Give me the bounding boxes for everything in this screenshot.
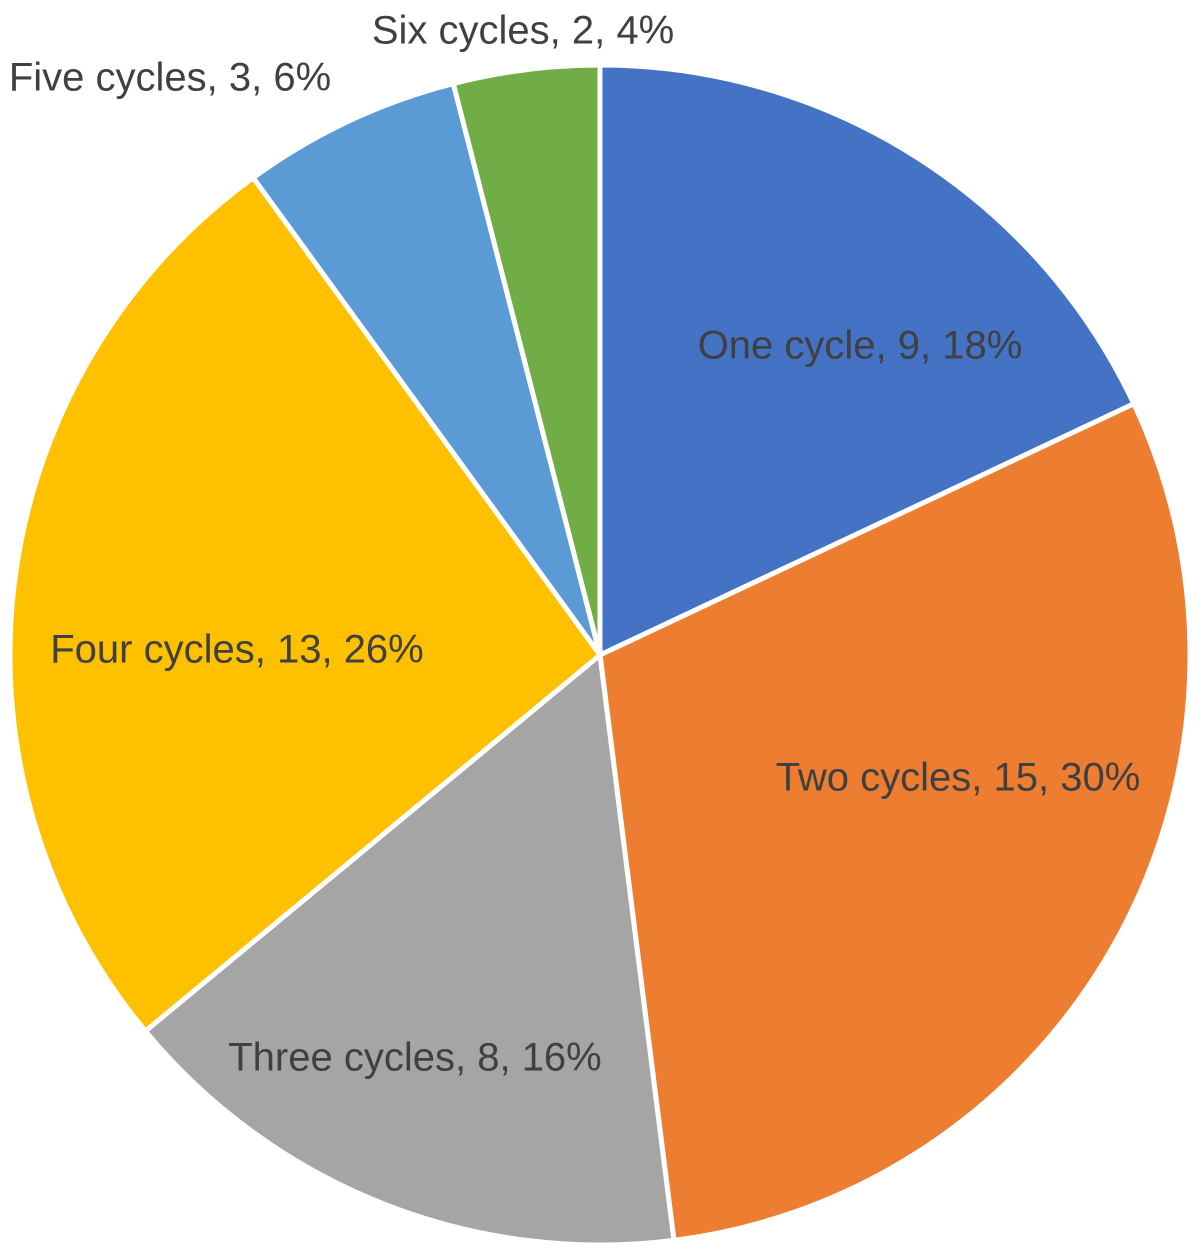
data-label-four-cycles: Four cycles, 13, 26% [50, 628, 424, 672]
pie-slice-three-cycles [142, 652, 677, 1248]
pie-slice-four-cycles [7, 175, 603, 1034]
data-label-two-cycles: Two cycles, 15, 30% [776, 756, 1141, 800]
data-label-five-cycles: Five cycles, 3, 6% [9, 56, 331, 100]
pie-slice-one-cycle [597, 62, 1137, 658]
pie-slices [7, 62, 1193, 1248]
data-label-six-cycles: Six cycles, 2, 4% [372, 9, 674, 53]
data-label-three-cycles: Three cycles, 8, 16% [228, 1036, 602, 1080]
data-label-one-cycle: One cycle, 9, 18% [698, 324, 1023, 368]
pie-slice-two-cycles [597, 401, 1193, 1243]
pie-slice-six-cycles [450, 62, 603, 658]
pie-slice-five-cycles [250, 81, 603, 658]
pie-data-labels: One cycle, 9, 18% Two cycles, 15, 30% Thre… [9, 9, 1140, 1080]
